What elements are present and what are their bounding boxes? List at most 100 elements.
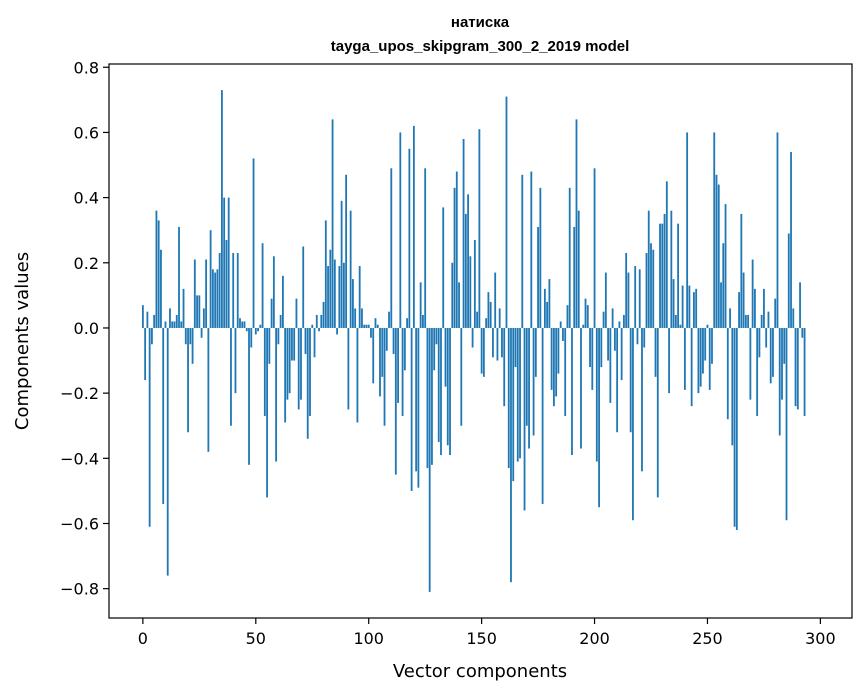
bar bbox=[742, 272, 745, 328]
bar bbox=[214, 272, 217, 328]
bar bbox=[530, 171, 533, 328]
bar bbox=[218, 253, 221, 328]
bar bbox=[424, 168, 427, 328]
bar bbox=[315, 314, 318, 328]
bar bbox=[473, 239, 476, 328]
bar bbox=[394, 327, 397, 475]
chart-title: натиска bbox=[451, 14, 510, 31]
bar bbox=[248, 327, 250, 465]
bar bbox=[433, 327, 436, 371]
bar bbox=[221, 90, 223, 328]
bar bbox=[155, 210, 158, 328]
bar bbox=[320, 314, 323, 328]
bar bbox=[309, 327, 311, 416]
bar bbox=[232, 253, 235, 328]
bar bbox=[763, 288, 765, 328]
bar bbox=[564, 327, 567, 416]
bar bbox=[250, 327, 253, 348]
bar bbox=[327, 266, 329, 328]
bar bbox=[406, 318, 409, 328]
bar bbox=[388, 311, 390, 328]
bar bbox=[562, 327, 564, 341]
bar bbox=[729, 308, 731, 328]
bar bbox=[525, 327, 528, 426]
bar bbox=[735, 327, 738, 531]
bar bbox=[216, 269, 219, 328]
bar bbox=[482, 327, 485, 377]
bar bbox=[591, 327, 594, 390]
bar bbox=[523, 327, 526, 511]
bar bbox=[455, 171, 458, 328]
bar bbox=[611, 308, 614, 328]
bar bbox=[552, 327, 555, 407]
bar bbox=[679, 324, 682, 328]
bar bbox=[641, 327, 643, 472]
bar bbox=[322, 301, 325, 328]
bar bbox=[297, 327, 300, 410]
bar bbox=[577, 210, 580, 328]
bar bbox=[236, 253, 239, 328]
bar bbox=[347, 327, 350, 410]
bar bbox=[519, 327, 521, 459]
bar bbox=[539, 187, 542, 328]
bar bbox=[607, 327, 609, 361]
bar bbox=[722, 243, 725, 328]
bar bbox=[688, 285, 691, 328]
bar bbox=[623, 314, 625, 328]
bar bbox=[668, 327, 670, 394]
bar bbox=[661, 223, 664, 328]
bar bbox=[419, 282, 422, 328]
bar bbox=[408, 148, 411, 328]
bar bbox=[331, 119, 334, 328]
bar bbox=[733, 327, 736, 527]
y-axis: −0.8 −0.6 −0.4 −0.2 0.0 0.2 0.4 0.6 0.8 bbox=[60, 58, 109, 599]
bar bbox=[306, 327, 309, 439]
bar bbox=[494, 272, 497, 328]
bar bbox=[460, 327, 463, 426]
bar bbox=[790, 151, 792, 328]
bar bbox=[211, 269, 214, 328]
bar bbox=[720, 282, 722, 328]
bar bbox=[643, 327, 646, 348]
bar bbox=[589, 327, 591, 368]
bar bbox=[401, 327, 404, 416]
bar bbox=[279, 314, 282, 328]
bar bbox=[259, 324, 262, 328]
bar bbox=[422, 314, 424, 328]
bar bbox=[144, 327, 147, 381]
y-tick-label: −0.4 bbox=[60, 449, 99, 468]
bar bbox=[227, 197, 230, 328]
bar bbox=[403, 327, 406, 371]
bar bbox=[175, 314, 178, 328]
bar bbox=[349, 210, 352, 328]
bar bbox=[286, 327, 289, 400]
bar bbox=[636, 327, 639, 345]
bar bbox=[336, 327, 338, 335]
bar bbox=[602, 311, 605, 328]
bar bbox=[449, 327, 451, 456]
bar bbox=[677, 223, 680, 328]
bar bbox=[462, 138, 465, 328]
bar bbox=[546, 301, 549, 328]
bar bbox=[202, 308, 205, 328]
bar bbox=[151, 327, 153, 345]
bar bbox=[632, 327, 634, 521]
bar bbox=[476, 311, 479, 328]
bar bbox=[324, 220, 327, 328]
bar bbox=[760, 314, 763, 328]
bar bbox=[586, 305, 589, 328]
bar bbox=[435, 327, 438, 345]
bar bbox=[708, 327, 711, 390]
bar bbox=[717, 184, 720, 328]
bar bbox=[293, 327, 296, 361]
bar bbox=[444, 327, 447, 387]
bar bbox=[744, 314, 747, 328]
bar bbox=[313, 327, 316, 358]
y-tick-label: −0.2 bbox=[60, 384, 99, 403]
bar bbox=[263, 327, 266, 416]
bar bbox=[756, 327, 759, 416]
bar bbox=[663, 213, 666, 328]
bar bbox=[166, 327, 169, 576]
bar bbox=[478, 129, 481, 328]
bar bbox=[225, 239, 228, 328]
